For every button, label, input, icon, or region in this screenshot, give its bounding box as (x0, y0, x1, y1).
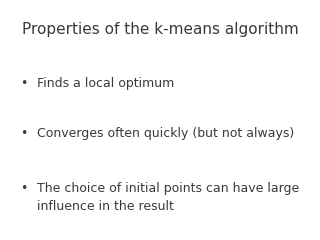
Text: •: • (20, 127, 28, 140)
Text: Converges often quickly (but not always): Converges often quickly (but not always) (37, 127, 294, 140)
Text: The choice of initial points can have large
influence in the result: The choice of initial points can have la… (37, 182, 299, 213)
Text: Finds a local optimum: Finds a local optimum (37, 77, 174, 90)
Text: •: • (20, 77, 28, 90)
Text: •: • (20, 182, 28, 195)
Text: Properties of the k-means algorithm: Properties of the k-means algorithm (22, 22, 298, 36)
